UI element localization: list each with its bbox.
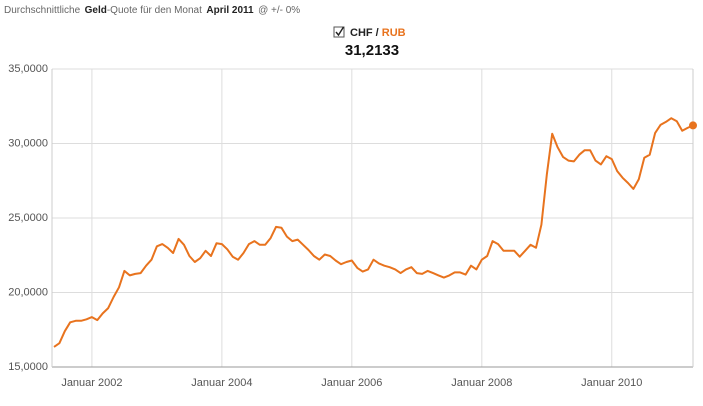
series-line: [53, 117, 694, 348]
checkmark: [335, 26, 345, 37]
x-tick-label: Januar 2008: [451, 377, 512, 389]
header-text: April 2011: [206, 5, 254, 16]
y-tick-label: 15,0000: [8, 361, 48, 373]
y-tick-label: 30,0000: [8, 137, 48, 149]
pair-label: CHF / RUB: [350, 27, 406, 39]
pair-sep: /: [376, 27, 379, 39]
x-tick-label: Januar 2010: [581, 377, 642, 389]
pair-quote: RUB: [382, 27, 406, 39]
y-tick-label: 35,0000: [8, 63, 48, 75]
current-value: 31,2133: [345, 42, 399, 59]
x-tick-label: Januar 2004: [191, 377, 252, 389]
pair-toggle[interactable]: CHF / RUB: [333, 26, 406, 39]
y-tick-label: 20,0000: [8, 286, 48, 298]
pair-base: CHF: [350, 27, 373, 39]
header-text: -Quote für den Monat: [107, 5, 202, 16]
header-text: @ +/- 0%: [258, 5, 300, 16]
x-tick-label: Januar 2002: [61, 377, 122, 389]
header-text: Durchschnittliche: [4, 5, 81, 16]
header-text: Geld: [85, 5, 107, 16]
end-point: [689, 121, 697, 130]
x-tick-label: Januar 2006: [321, 377, 382, 389]
y-tick-label: 25,0000: [8, 212, 48, 224]
header-line: Durchschnittliche Geld-Quote für den Mon…: [4, 1, 300, 18]
checkbox[interactable]: [333, 26, 345, 38]
